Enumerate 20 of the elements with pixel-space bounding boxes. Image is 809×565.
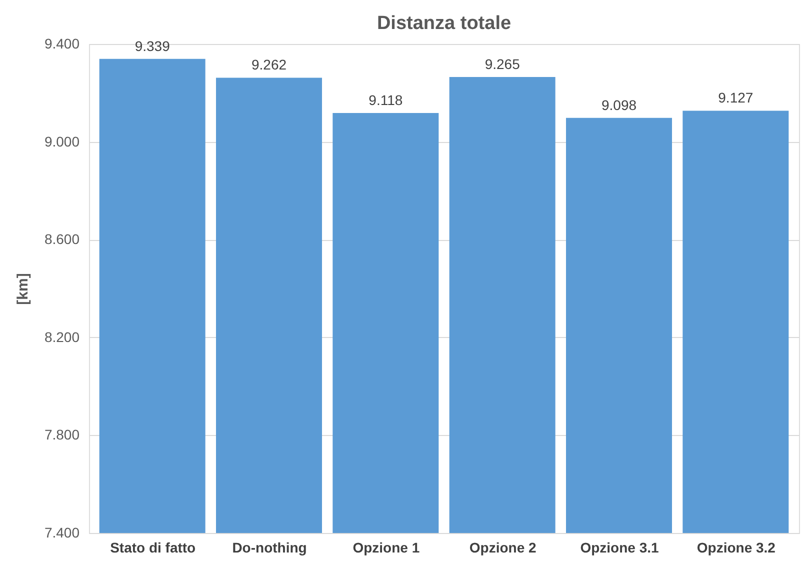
x-tick-label: Opzione 3.2: [696, 540, 776, 556]
x-tick-label: Opzione 1: [352, 540, 420, 556]
y-tick-label: 7.800: [44, 426, 80, 443]
data-label: 9.098: [601, 96, 637, 113]
data-label: 9.262: [251, 56, 287, 73]
x-tick-label: Opzione 2: [469, 540, 536, 556]
y-tick-label: 9.000: [44, 133, 80, 150]
y-tick-label: 8.200: [44, 328, 80, 345]
y-tick-label: 8.600: [44, 231, 80, 248]
y-axis-title: [km]: [14, 273, 32, 305]
data-label: 9.339: [134, 38, 170, 54]
data-label: 9.118: [368, 92, 403, 108]
y-tick-label: 7.400: [44, 524, 80, 540]
y-tick-label: 9.400: [44, 36, 80, 52]
x-tick-label: Opzione 3.1: [580, 540, 659, 556]
chart-title: Distanza totale: [376, 13, 512, 34]
x-tick-label: Stato di fatto: [110, 540, 196, 556]
x-tick-label: Do-nothing: [232, 540, 307, 556]
data-label: 9.265: [484, 56, 520, 72]
data-label: 9.127: [718, 90, 754, 106]
